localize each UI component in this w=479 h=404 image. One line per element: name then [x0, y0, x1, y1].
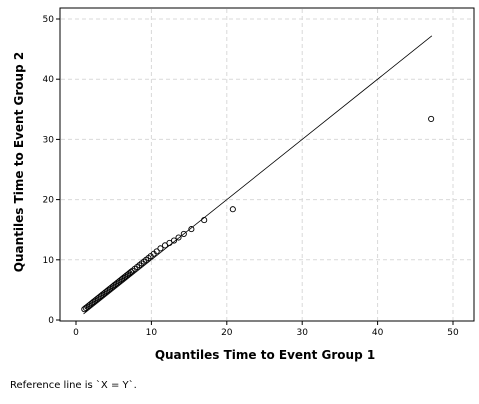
- footnote: Reference line is `X = Y`.: [10, 380, 137, 391]
- data-point: [161, 242, 169, 249]
- axes: 0 10 20 30 40 50 0 10 20 30 40 50: [43, 15, 459, 338]
- x-tick-label: 40: [372, 328, 384, 338]
- x-tick-label: 30: [296, 328, 308, 338]
- x-tick-label: 0: [73, 328, 79, 338]
- data-point: [229, 206, 236, 213]
- x-tick-label: 10: [146, 328, 158, 338]
- y-tick-label: 10: [43, 256, 55, 266]
- x-axis-title: Quantiles Time to Event Group 1: [155, 348, 375, 362]
- data-point: [175, 234, 182, 241]
- reference-line-group: [83, 35, 433, 315]
- plot-area: [59, 7, 475, 322]
- data-point: [201, 217, 208, 224]
- data-point: [180, 230, 187, 237]
- y-tick-label: 30: [43, 135, 55, 145]
- y-tick-label: 0: [48, 316, 54, 326]
- data-point: [428, 115, 435, 122]
- grid-lines: [61, 9, 473, 320]
- data-point: [127, 268, 135, 275]
- y-tick-label: 40: [43, 75, 55, 85]
- data-point: [170, 237, 178, 244]
- reference-line: [83, 35, 433, 315]
- x-tick-label: 20: [221, 328, 233, 338]
- data-point: [153, 248, 160, 255]
- x-tick-label: 50: [447, 328, 459, 338]
- y-tick-label: 20: [43, 196, 55, 206]
- data-points: [81, 115, 435, 313]
- data-point: [157, 245, 164, 252]
- y-tick-label: 50: [43, 15, 55, 25]
- data-point: [166, 239, 173, 246]
- y-axis-title: Quantiles Time to Event Group 2: [12, 52, 26, 272]
- data-point: [188, 226, 195, 233]
